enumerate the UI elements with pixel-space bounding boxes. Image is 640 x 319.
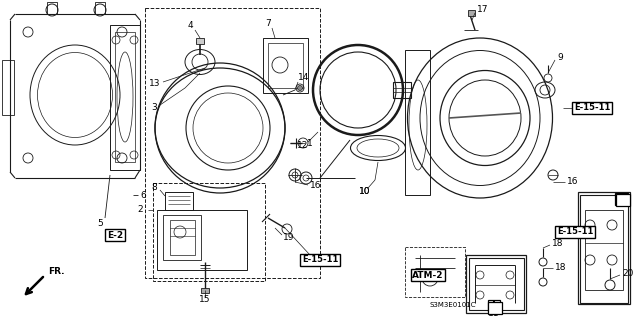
Circle shape (298, 85, 303, 91)
Bar (405, 50, 430, 195)
Text: 6: 6 (140, 190, 146, 199)
Bar (580, 195, 628, 303)
Bar (157, 210, 247, 270)
Text: 7: 7 (265, 19, 271, 27)
Bar (393, 82, 411, 98)
Text: 12: 12 (298, 140, 308, 150)
Bar (488, 300, 500, 311)
Bar (165, 192, 193, 210)
Bar (110, 25, 140, 170)
Bar (115, 32, 135, 162)
Text: E-15-11: E-15-11 (302, 256, 338, 264)
Text: 13: 13 (148, 79, 160, 88)
Bar (153, 183, 265, 281)
Bar (466, 255, 526, 313)
Bar (201, 288, 209, 293)
Bar (2, 60, 14, 115)
Bar (468, 10, 475, 16)
Text: E-2: E-2 (107, 231, 123, 240)
Bar (170, 220, 195, 255)
Text: B: B (620, 196, 626, 204)
Text: ATM-2: ATM-2 (412, 271, 444, 279)
Text: 18: 18 (552, 240, 563, 249)
Bar (585, 210, 623, 290)
Text: 14: 14 (298, 73, 309, 83)
Text: 4: 4 (187, 21, 193, 31)
Bar (616, 194, 630, 206)
Text: A: A (491, 303, 497, 313)
Bar (268, 43, 303, 88)
Bar (578, 192, 630, 304)
Text: 16: 16 (310, 181, 321, 189)
Text: 15: 15 (199, 295, 211, 305)
Text: 1: 1 (307, 138, 313, 147)
Text: 2: 2 (138, 205, 143, 214)
Text: A: A (492, 303, 498, 313)
Bar (163, 215, 201, 260)
Bar (405, 247, 465, 297)
Bar (469, 258, 524, 310)
Text: 20: 20 (622, 269, 634, 278)
Bar (196, 38, 204, 44)
Text: 10: 10 (359, 188, 371, 197)
Bar (263, 38, 308, 93)
Text: 11: 11 (488, 308, 500, 317)
Bar (488, 302, 502, 314)
Text: 3: 3 (151, 103, 157, 113)
Bar (47, 2, 57, 14)
Text: E-15-11: E-15-11 (574, 103, 610, 113)
Text: 9: 9 (557, 53, 563, 62)
Bar (95, 2, 105, 14)
Text: B: B (618, 195, 624, 204)
Bar (615, 193, 628, 205)
Text: 17: 17 (477, 5, 488, 14)
Text: 10: 10 (359, 188, 371, 197)
Text: 8: 8 (151, 183, 157, 192)
Text: E-15-11: E-15-11 (557, 227, 593, 236)
Text: 19: 19 (283, 234, 294, 242)
Text: 16: 16 (567, 177, 579, 187)
Text: 5: 5 (97, 219, 103, 227)
Bar (145, 8, 320, 278)
Text: S3M3E0101C: S3M3E0101C (430, 302, 477, 308)
Text: 18: 18 (555, 263, 566, 272)
Text: A: A (491, 301, 497, 310)
Text: FR.: FR. (48, 268, 65, 277)
